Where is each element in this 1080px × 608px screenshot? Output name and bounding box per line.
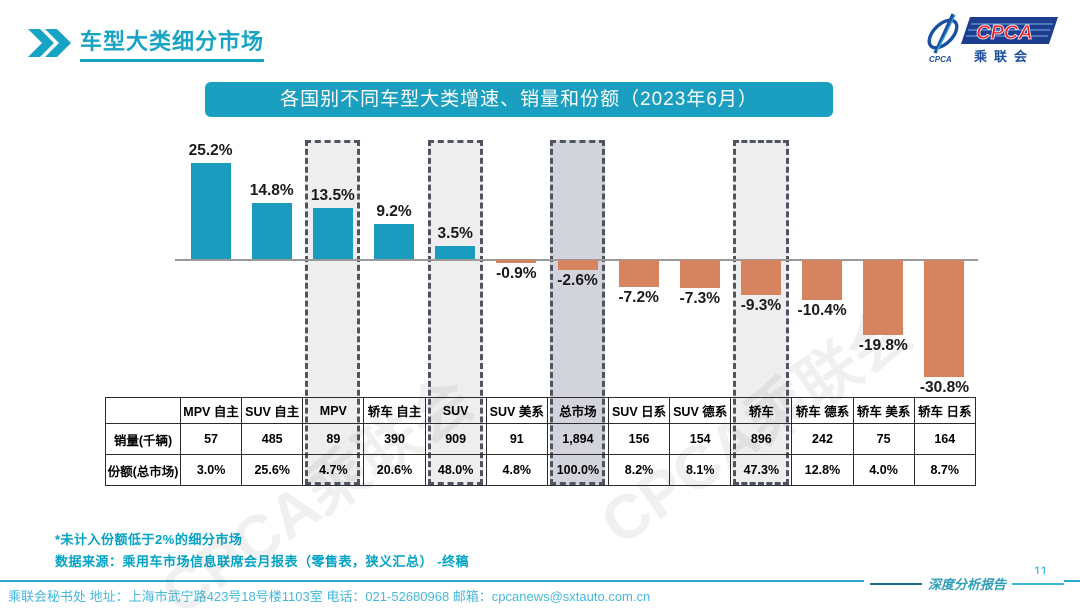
table-header-row: MPV 自主 SUV 自主 MPV 轿车 自主 SUV SUV 美系 总市场 SUV 日系 SU… [105, 397, 976, 424]
table-cell: 8.1% [669, 454, 732, 486]
footnote: *未计入份额低于2%的细分市场 [55, 532, 243, 547]
table-row: 销量(千辆) 57 485 89 390 909 91 1,894 156 154 896 242 75… [105, 423, 976, 455]
table-cell: 100.0% [546, 454, 609, 486]
bar-MPV 自主 [190, 163, 231, 259]
data-source-note: 数据来源：乘用车市场信息联席会月报表（零售表，狭义汇总） -终稿 [55, 554, 469, 569]
bar-value-label: 9.2% [376, 203, 412, 221]
logo-cpca-text: CPCA [976, 22, 1033, 44]
table-cell: 909 [424, 423, 487, 455]
bar-value-label: 25.2% [188, 142, 233, 160]
bar-value-label: -30.8% [919, 379, 969, 397]
bar-value-label: 13.5% [310, 186, 355, 204]
page-title: 车型大类细分市场 [80, 24, 265, 62]
bar-value-label: -7.2% [618, 289, 659, 307]
bar-SUV [435, 245, 476, 259]
table-cell: 12.8% [791, 454, 854, 486]
column-header: 轿车 美系 [852, 397, 915, 424]
table-cell: 896 [730, 423, 793, 455]
bar-轿车 德系 [802, 260, 843, 300]
chart-table-region: CPCA乘联会 CPCA乘联会 25.2%14.8%13.5%9.2%3.5%-… [105, 140, 978, 608]
table-cell: 8.2% [607, 454, 671, 486]
bar-SUV 日系 [618, 260, 659, 288]
footer-divider [0, 580, 1080, 582]
table-cell: 242 [791, 423, 854, 455]
table-row: 份额(总市场) 3.0% 25.6% 4.7% 20.6% 48.0% 4.8% 100.0%… [105, 454, 976, 486]
bar-value-label: 14.8% [249, 181, 294, 199]
bar-轿车 自主 [374, 224, 415, 259]
table-cell: 8.7% [913, 454, 976, 486]
bar-value-label: 3.5% [437, 224, 473, 242]
column-header: SUV 日系 [607, 397, 671, 424]
report-left-line [869, 582, 922, 585]
table-cell: 1,894 [546, 423, 609, 455]
logo-sub-text: 乘联会 [973, 49, 1034, 64]
column-header: 总市场 [546, 397, 609, 424]
bar-MPV [312, 207, 353, 259]
column-header: MPV [302, 397, 365, 424]
bar-SUV 德系 [679, 260, 720, 288]
bar-value-label: -10.4% [797, 301, 847, 319]
column-header: 轿车 自主 [363, 397, 426, 424]
column-header: SUV [424, 397, 487, 424]
data-table: MPV 自主 SUV 自主 MPV 轿车 自主 SUV SUV 美系 总市场 SUV 日系 SU… [105, 397, 976, 486]
table-cell: 390 [363, 423, 426, 455]
table-cell: 89 [302, 423, 365, 455]
bar-轿车 日系 [924, 260, 965, 378]
header: 车型大类细分市场 [28, 24, 265, 62]
table-cell: 75 [852, 423, 915, 455]
footer-contact: 乘联会秘书处 地址：上海市武宁路423号18号楼1103室 电话：021-526… [8, 589, 651, 604]
column-header: 轿车 德系 [791, 397, 854, 424]
bar-总市场 [557, 260, 598, 270]
bar-value-label: -2.6% [557, 271, 598, 289]
report-right-line [1012, 582, 1064, 585]
table-cell: 4.0% [852, 454, 915, 486]
table-cell: 3.0% [179, 454, 243, 486]
logo-small-text: CPCA [929, 55, 952, 64]
table-body: MPV 自主 SUV 自主 MPV 轿车 自主 SUV SUV 美系 总市场 SUV 日系 SU… [105, 397, 976, 486]
table-cell: 4.8% [485, 454, 548, 486]
row-label: 销量(千辆) [105, 423, 181, 455]
column-header: 轿车 日系 [913, 397, 976, 424]
bar-SUV 自主 [251, 202, 292, 259]
bar-value-label: -19.8% [858, 337, 908, 355]
column-header: SUV 自主 [241, 397, 304, 424]
column-header: MPV 自主 [179, 397, 243, 424]
double-chevron-icon [28, 29, 71, 57]
column-header: SUV 美系 [485, 397, 548, 424]
table-corner-cell [105, 397, 181, 424]
bar-轿车 美系 [863, 260, 904, 336]
chart-title-banner: 各国别不同车型大类增速、销量和份额（2023年6月） [205, 82, 833, 117]
column-header: SUV 德系 [669, 397, 732, 424]
table-cell: 154 [669, 423, 732, 455]
table-cell: 25.6% [241, 454, 304, 486]
bar-value-label: -0.9% [496, 265, 537, 283]
table-cell: 47.3% [730, 454, 793, 486]
bar-SUV 美系 [496, 260, 537, 264]
cpca-logo-graphic: CPCA CPCA 乘联会 [927, 13, 1058, 64]
cpca-logo: CPCA CPCA 乘联会 [922, 12, 1058, 69]
table-cell: 48.0% [424, 454, 487, 486]
report-label: 深度分析报告 [927, 578, 1006, 593]
table-cell: 91 [485, 423, 548, 455]
column-header: 轿车 [730, 397, 793, 424]
bar-value-label: -9.3% [740, 297, 782, 315]
table-cell: 20.6% [363, 454, 426, 486]
table-cell: 164 [913, 423, 976, 455]
bar-value-label: -7.3% [679, 289, 721, 307]
table-cell: 156 [607, 423, 671, 455]
row-label: 份额(总市场) [105, 454, 181, 486]
table-cell: 4.7% [302, 454, 365, 486]
table-cell: 57 [179, 423, 243, 455]
bar-轿车 [740, 260, 781, 296]
table-cell: 485 [241, 423, 304, 455]
report-label-row: 深度分析报告 [863, 574, 1064, 593]
